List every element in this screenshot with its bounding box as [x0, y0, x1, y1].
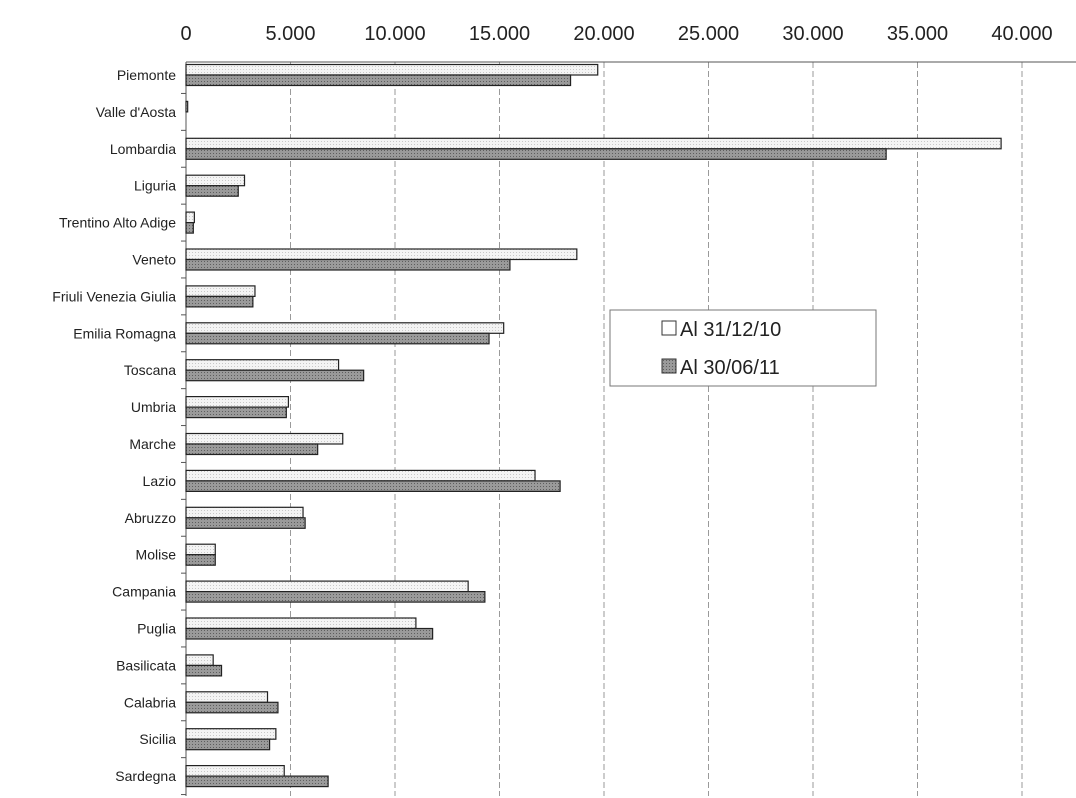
legend-swatch-series-1 [661, 320, 677, 336]
bar-series-1 [185, 469, 536, 482]
category-label: Friuli Venezia Giulia [52, 288, 176, 304]
bar-series-2 [185, 222, 194, 234]
bar-series-2 [185, 701, 279, 714]
bar-series-1 [185, 543, 216, 556]
x-tick-label: 35.000 [887, 23, 948, 45]
bar-series-1 [185, 137, 1002, 150]
bar-series-2 [185, 627, 434, 640]
x-tick-label: 5.000 [265, 23, 315, 45]
bar-series-2 [185, 517, 306, 529]
category-label: Abruzzo [125, 510, 177, 526]
legend-swatch-series-2 [661, 358, 677, 374]
bar-series-2 [185, 295, 254, 308]
x-tick-label: 10.000 [364, 23, 425, 45]
x-tick-label: 0 [180, 23, 191, 45]
bar-series-1 [185, 580, 469, 593]
bar-series-1 [185, 211, 195, 224]
bar-series-2 [185, 74, 572, 87]
bar-series-1 [185, 617, 417, 630]
category-label: Valle d'Aosta [96, 104, 176, 120]
legend: Al 31/12/10 Al 30/06/11 [609, 309, 877, 387]
bar-series-1 [185, 396, 290, 408]
category-label: Emilia Romagna [73, 325, 176, 341]
x-tick-label: 40.000 [991, 23, 1052, 45]
bar-series-2 [185, 664, 223, 677]
bars [185, 63, 1002, 788]
legend-label-series-1: Al 31/12/10 [680, 319, 781, 341]
bar-series-1 [185, 654, 214, 667]
category-labels: Piemonte Valle d'Aosta Lombardia Liguria Tre… [52, 67, 176, 784]
category-label: Liguria [134, 178, 176, 194]
bar-series-2 [185, 406, 287, 419]
bar-series-1 [185, 322, 505, 334]
bar-series-1 [185, 506, 304, 519]
category-label: Sardegna [115, 768, 176, 784]
bar-series-2 [185, 185, 239, 197]
category-label: Umbria [131, 399, 176, 415]
bar-series-1 [185, 691, 269, 703]
category-label: Basilicata [116, 657, 176, 673]
bar-series-2 [185, 738, 271, 751]
category-label: Sicilia [139, 731, 176, 747]
bar-series-2 [185, 148, 887, 160]
bar-series-2 [185, 554, 216, 566]
category-label: Lombardia [110, 141, 176, 157]
category-label: Campania [112, 584, 176, 600]
legend-box [609, 309, 877, 387]
bar-series-1 [185, 100, 189, 113]
bar-series-2 [185, 443, 319, 456]
category-label: Calabria [124, 694, 176, 710]
category-label: Piemonte [117, 67, 176, 83]
bar-series-1 [185, 174, 246, 187]
category-label: Veneto [132, 252, 176, 268]
x-tick-label: 25.000 [678, 23, 739, 45]
bar-series-1 [185, 359, 340, 371]
bar-series-1 [185, 63, 599, 76]
legend-label-series-2: Al 30/06/11 [680, 357, 780, 379]
bar-series-1 [185, 728, 277, 740]
category-label: Lazio [143, 473, 177, 489]
bar-series-2 [185, 369, 365, 382]
bar-series-2 [185, 332, 490, 345]
bar-series-2 [185, 775, 329, 788]
category-label: Toscana [124, 362, 176, 378]
bar-series-1 [185, 764, 285, 777]
bar-series-1 [185, 248, 578, 261]
bar-series-2 [185, 480, 561, 492]
axes [181, 61, 1076, 796]
category-label: Puglia [137, 621, 176, 637]
gridlines [290, 62, 1023, 796]
bar-series-2 [185, 258, 511, 271]
x-axis-ticks: 0 5.000 10.000 15.000 20.000 25.000 30.000 35.0… [180, 23, 1052, 45]
x-tick-label: 15.000 [469, 23, 530, 45]
category-label: Molise [136, 547, 177, 563]
x-tick-label: 30.000 [782, 23, 843, 45]
bar-series-1 [185, 432, 344, 445]
x-tick-label: 20.000 [573, 23, 634, 45]
category-label: Trentino Alto Adige [59, 215, 176, 231]
bar-series-1 [185, 285, 256, 297]
bar-series-2 [185, 590, 486, 603]
category-label: Marche [129, 436, 176, 452]
